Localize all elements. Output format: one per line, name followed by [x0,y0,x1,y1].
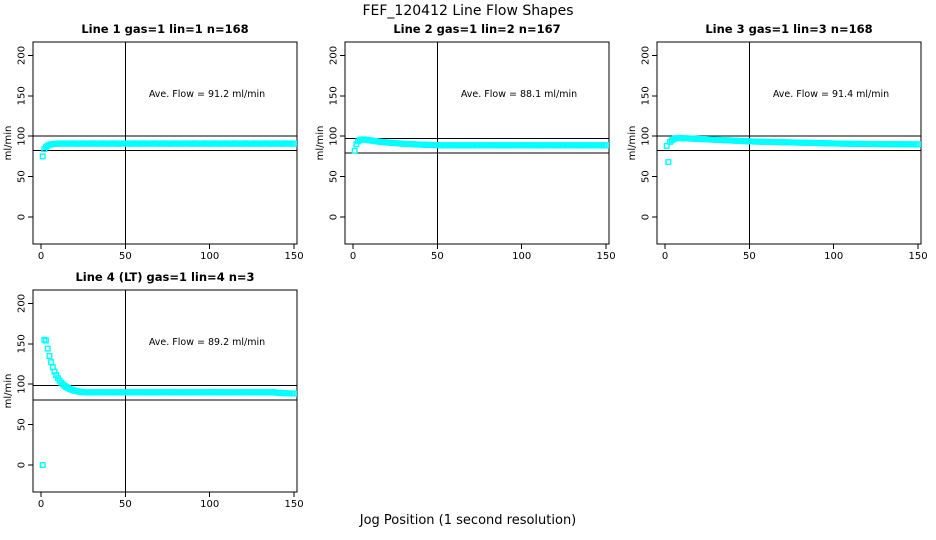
subplot-chart-3: 0 50 100 150 0 50 100 150 200 Line 3 gas=1 lin=3 … [627,22,928,262]
y-tick-label: 50 [641,170,652,183]
y-tick-label: 200 [641,46,652,65]
subplot-chart-1: 0 50 100 150 0 50 100 150 200 Line 1 gas=1 lin=1 … [3,22,304,262]
y-tick-label: 150 [329,86,340,105]
y-axis-label: ml/min [315,126,326,161]
x-tick-label: 50 [119,499,132,510]
x-tick-label: 100 [512,251,531,262]
y-axis-label: ml/min [627,126,638,161]
subplot-line-2: 0 50 100 150 0 50 100 150 200 Line 2 gas=1 lin=2 … [312,20,624,268]
y-tick-label: 150 [17,86,28,105]
y-tick-label: 200 [329,46,340,65]
y-tick-label: 150 [17,334,28,353]
y-axis-label: ml/min [3,126,14,161]
x-tick-label: 150 [285,499,304,510]
subplot-chart-4: 0 50 100 150 0 50 100 150 200 Line 4 (LT) gas=1 l… [3,270,304,510]
x-tick-label: 100 [200,499,219,510]
y-tick-label: 0 [17,462,28,468]
x-tick-label: 0 [38,251,44,262]
x-tick-label: 150 [597,251,616,262]
ave-flow-label: Ave. Flow = 89.2 ml/min [149,337,265,348]
y-tick-label: 100 [329,127,340,146]
y-tick-label: 150 [641,86,652,105]
data-points [663,135,922,166]
x-axis-title: Jog Position (1 second resolution) [359,513,577,528]
y-tick-label: 50 [17,170,28,183]
subplot-title: Line 2 gas=1 lin=2 n=167 [393,22,560,36]
x-tick-label: 50 [431,251,444,262]
x-tick-label: 0 [38,499,44,510]
y-tick-label: 100 [641,127,652,146]
data-points [351,136,610,154]
x-tick-label: 50 [743,251,756,262]
y-tick-label: 200 [17,46,28,65]
subplot-chart-2: 0 50 100 150 0 50 100 150 200 Line 2 gas=1 lin=2 … [315,22,616,262]
x-tick-label: 0 [350,251,356,262]
y-tick-label: 200 [17,294,28,313]
ave-flow-label: Ave. Flow = 88.1 ml/min [461,89,577,100]
subplot-title: Line 4 (LT) gas=1 lin=4 n=3 [75,270,254,284]
y-tick-label: 0 [641,214,652,220]
x-tick-label: 100 [200,251,219,262]
y-axis-label: ml/min [3,374,14,409]
y-tick-label: 50 [17,418,28,431]
y-tick-label: 50 [329,170,340,183]
subplot-title: Line 3 gas=1 lin=3 n=168 [705,22,872,36]
y-tick-label: 100 [17,127,28,146]
subplot-line-3: 0 50 100 150 0 50 100 150 200 Line 3 gas=1 lin=3 … [624,20,936,268]
main-title: FEF_120412 Line Flow Shapes [362,3,574,19]
x-tick-label: 150 [909,251,928,262]
data-points [39,140,298,160]
y-tick-label: 0 [17,214,28,220]
x-tick-label: 0 [662,251,668,262]
data-points [39,336,298,468]
y-tick-label: 100 [17,375,28,394]
ave-flow-label: Ave. Flow = 91.4 ml/min [773,89,889,100]
subplot-line-1: 0 50 100 150 0 50 100 150 200 Line 1 gas=1 lin=1 … [0,20,312,268]
x-tick-label: 100 [824,251,843,262]
x-tick-label: 150 [285,251,304,262]
x-tick-label: 50 [119,251,132,262]
axes-and-reference-lines [340,41,610,249]
subplot-title: Line 1 gas=1 lin=1 n=168 [81,22,248,36]
y-tick-label: 0 [329,214,340,220]
ave-flow-label: Ave. Flow = 91.2 ml/min [149,89,265,100]
subplot-line-4: 0 50 100 150 0 50 100 150 200 Line 4 (LT) gas=1 l… [0,268,312,516]
